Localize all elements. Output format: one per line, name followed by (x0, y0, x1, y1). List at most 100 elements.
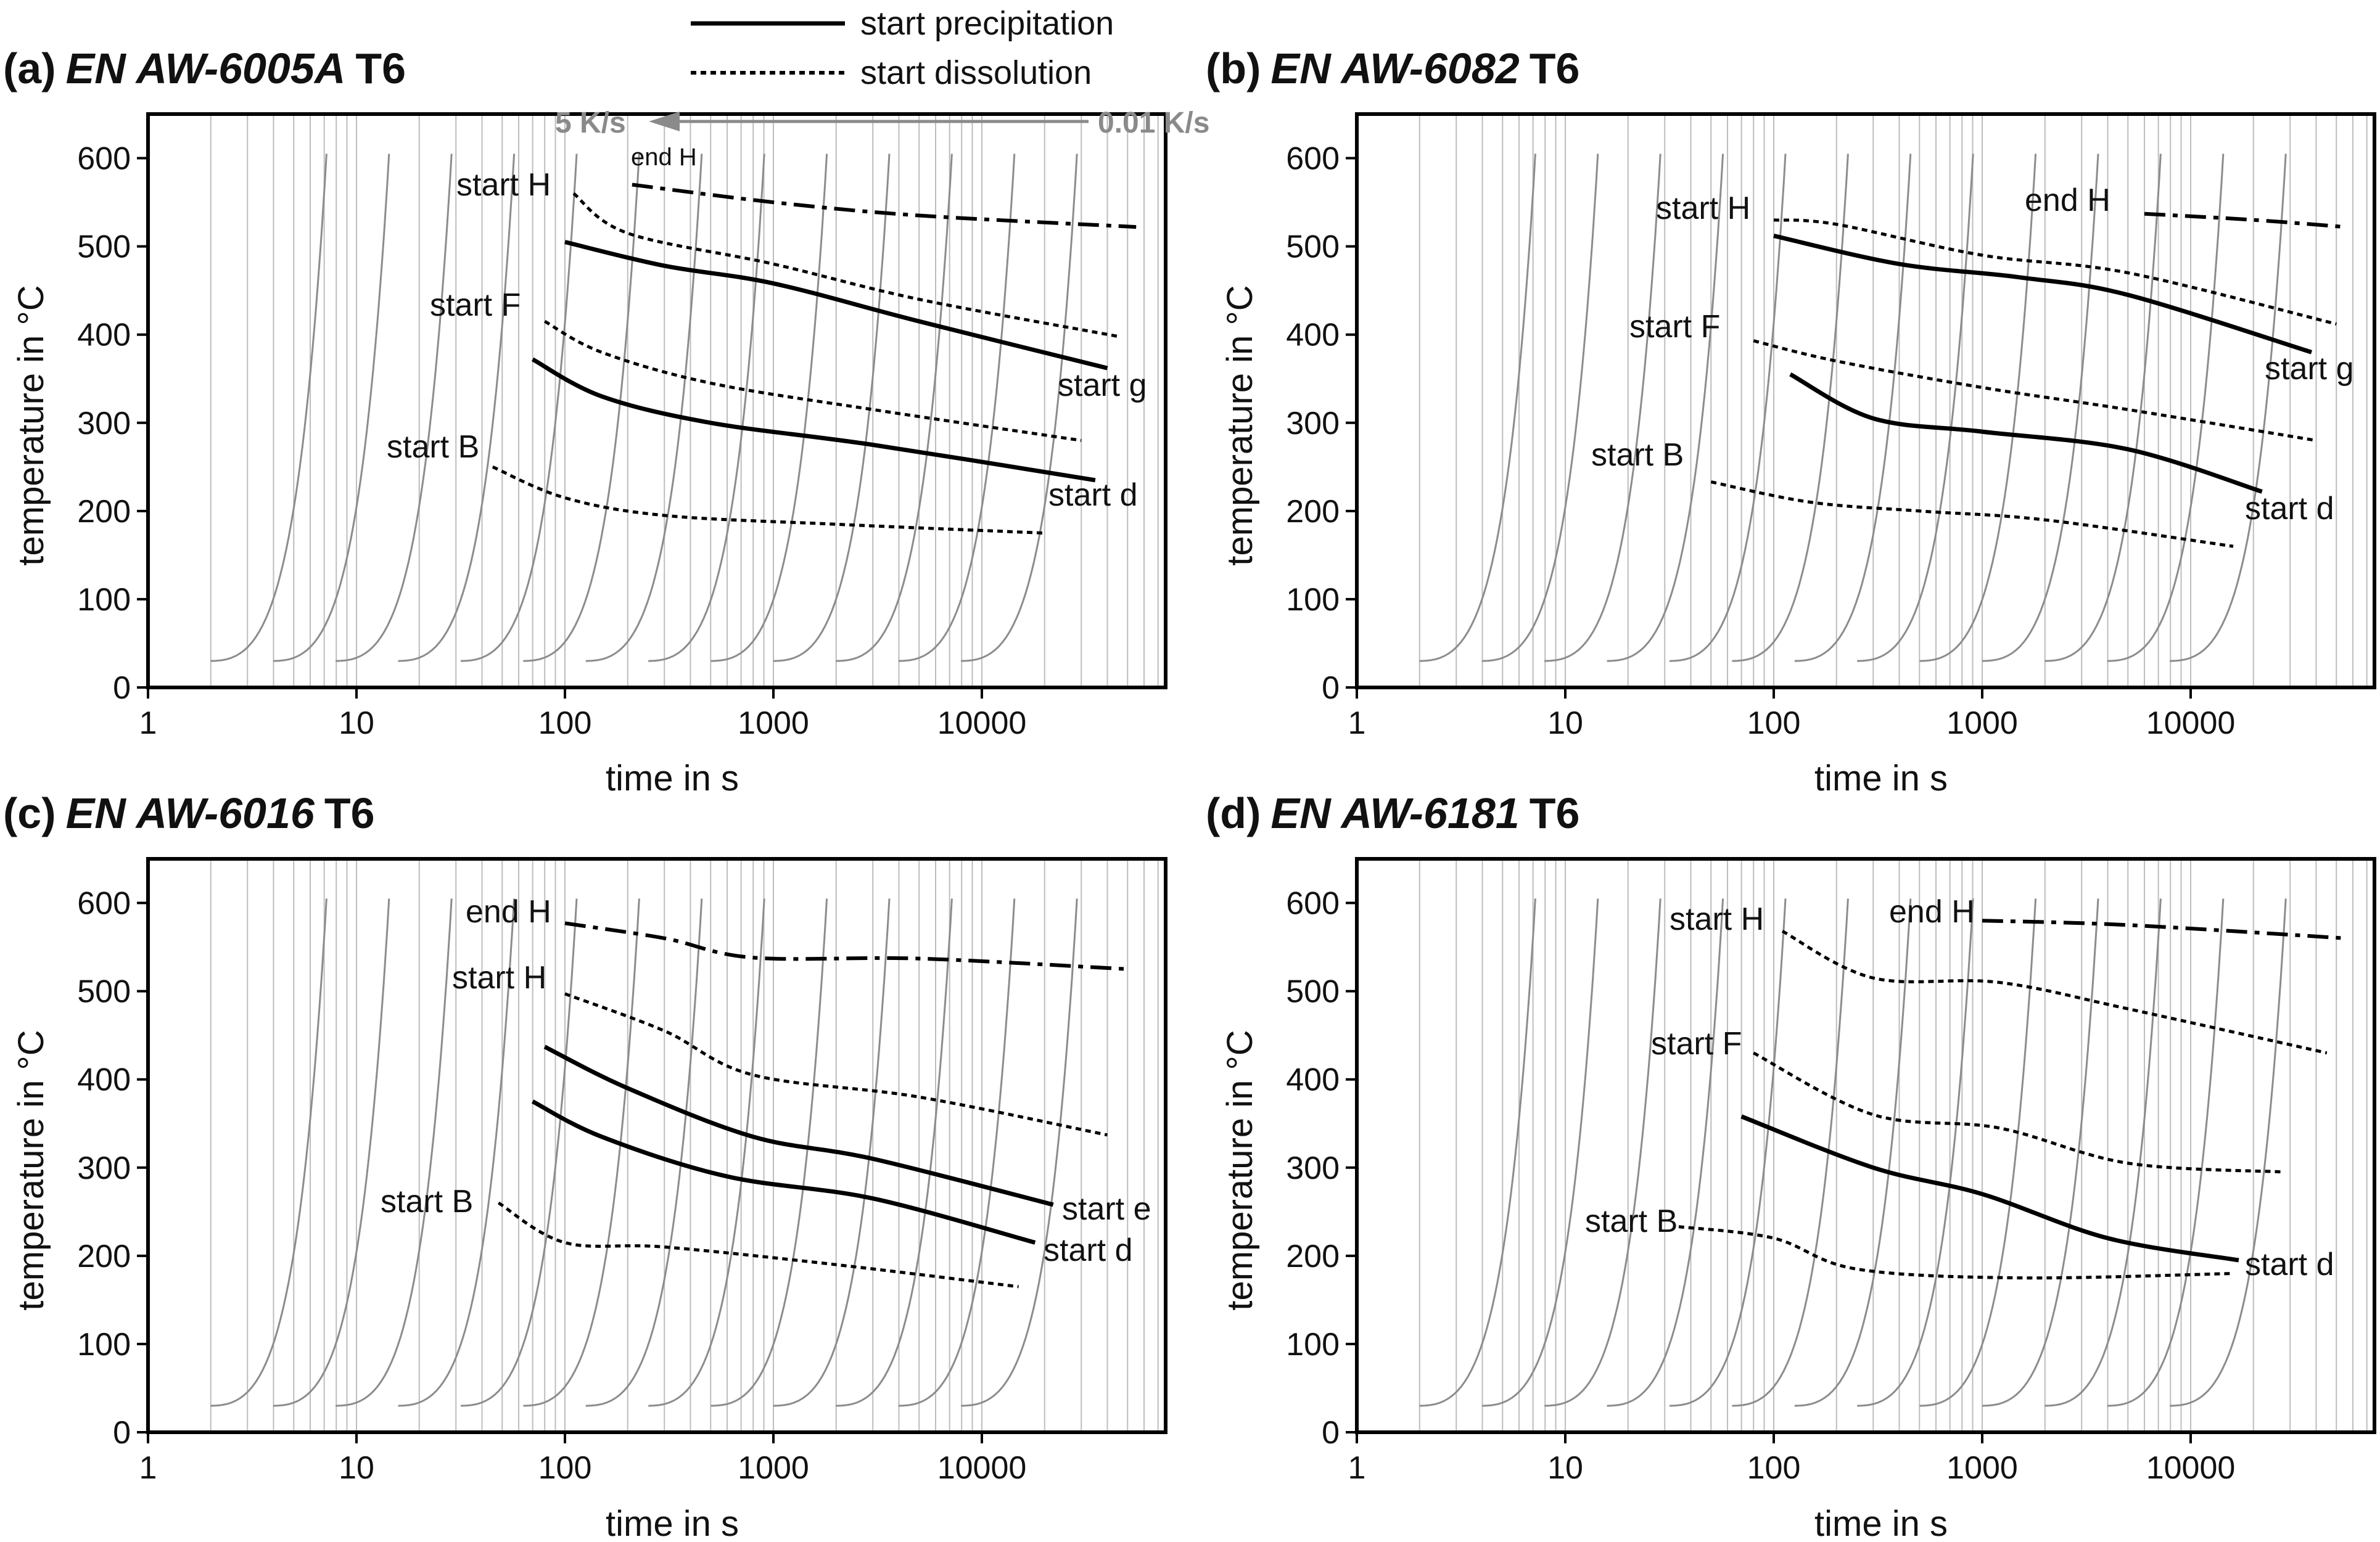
panel-b-alloy: EN AW-6082 (1270, 44, 1519, 92)
y-tick-label: 100 (1286, 1327, 1340, 1363)
panel-b-title: (b) EN AW-6082 T6 (1206, 44, 1579, 92)
plot-c-cooling-lines (210, 898, 1078, 1407)
ann-b-start-d: start d (2245, 491, 2334, 527)
cooling-curve (1607, 154, 1724, 662)
y-tick-label: 500 (77, 974, 131, 1010)
series-start-f (1753, 1051, 2284, 1174)
cooling-curve (2107, 154, 2225, 662)
cooling-curve (398, 154, 516, 662)
x-tick-label: 1 (1348, 705, 1366, 741)
plot-c-series (497, 921, 1128, 1289)
x-tick-label: 100 (538, 705, 592, 741)
cooling-curve (273, 898, 390, 1407)
y-tick-label: 200 (77, 494, 131, 530)
cooling-curve (2170, 154, 2287, 662)
plot-a-series (492, 182, 1137, 535)
plot-a-rate-annotation: 5 K/s 0.01 K/s (555, 107, 1209, 139)
ann-a-start-d: start d (1048, 477, 1138, 513)
legend-label-precipitation: start precipitation (860, 5, 1114, 42)
series-end-h (564, 921, 1128, 971)
y-tick-label: 300 (1286, 406, 1340, 441)
series-start-h (1781, 930, 2328, 1055)
y-tick-label: 0 (113, 1415, 131, 1451)
plot-c-ticks: 1 10 100 1000 10000 0 100 200 300 400 500 600 (77, 886, 1026, 1486)
y-tick-label: 100 (77, 1327, 131, 1363)
panel-d-alloy: EN AW-6181 (1270, 789, 1519, 837)
x-tick-label: 100 (538, 1450, 592, 1486)
panel-d-title: (d) EN AW-6181 T6 (1206, 789, 1579, 837)
cooling-curve (1419, 898, 1536, 1407)
series-start-g (1773, 233, 2313, 355)
cooling-curve (1481, 898, 1599, 1407)
cooling-curve (1607, 898, 1724, 1407)
panel-c: (c) EN AW-6016 T6 1 10 100 1000 10000 0 100 200 30… (3, 789, 1167, 1542)
ann-b-start-f: start F (1629, 309, 1720, 345)
panel-c-alloy: EN AW-6016 (66, 789, 315, 837)
x-tick-label: 10000 (2146, 1450, 2236, 1486)
panel-a: (a) EN AW-6005A T6 1 10 100 1000 10000 0 100 200 3… (3, 44, 1209, 798)
rate-label-fast: 5 K/s (555, 107, 626, 139)
cooling-curve (836, 154, 953, 662)
cooling-curve (210, 154, 327, 662)
x-tick-label: 1000 (738, 1450, 809, 1486)
y-tick-label: 600 (77, 886, 131, 922)
ann-a-start-h: start H (456, 167, 551, 203)
cooling-curve (648, 154, 765, 662)
cooling-curve (2107, 898, 2225, 1407)
series-start-g (564, 240, 1108, 371)
x-tick-label: 10000 (937, 1450, 1027, 1486)
cooling-curve (2044, 154, 2162, 662)
ann-c-start-e: start e (1062, 1191, 1151, 1227)
cooling-curve (460, 154, 578, 662)
series-end-h (2144, 211, 2345, 229)
ann-a-start-f: start F (430, 287, 521, 323)
plot-a-axes (146, 112, 1167, 689)
y-tick-label: 500 (1286, 229, 1340, 265)
cooling-curve (585, 154, 703, 662)
ann-d-start-d: start d (2245, 1247, 2334, 1282)
y-tick-label: 400 (77, 318, 131, 353)
plot-frame (146, 857, 1167, 1434)
plot-a-ticks: 1 10 100 1000 10000 0 100 200 300 400 500 600 (77, 141, 1026, 741)
plot-d-series (1678, 919, 2345, 1280)
plot-a-cooling-lines (210, 154, 1078, 662)
series-start-h (564, 992, 1108, 1137)
legend: start precipitation start dissolution (691, 5, 1114, 91)
plot-d-axes (1355, 857, 2376, 1434)
plot-b-ylabel: temperature in °C (1220, 285, 1260, 565)
panel-d-letter: (d) (1206, 789, 1261, 837)
cooling-curve (710, 898, 828, 1407)
cooling-curve (1794, 154, 1912, 662)
ann-b-start-b: start B (1591, 437, 1684, 473)
plot-c-xlabel: time in s (606, 1504, 739, 1542)
panel-b-letter: (b) (1206, 44, 1261, 92)
rate-arrow-head (649, 112, 680, 131)
plot-c-grid (210, 859, 1159, 1432)
cooling-curve (1857, 898, 1974, 1407)
y-tick-label: 500 (77, 229, 131, 265)
x-tick-label: 10000 (2146, 705, 2236, 741)
x-tick-label: 1 (1348, 1450, 1366, 1486)
ann-d-end-h: end H (1889, 894, 1975, 930)
cooling-curve (336, 154, 453, 662)
cooling-curve (273, 154, 390, 662)
cooling-curve (2044, 898, 2162, 1407)
plot-c-ylabel: temperature in °C (11, 1030, 51, 1310)
x-tick-label: 10 (339, 1450, 374, 1486)
plot-b-series (1710, 211, 2345, 548)
cooling-curve (961, 154, 1078, 662)
plot-d-cooling-lines (1419, 898, 2287, 1407)
series-end-h (632, 182, 1137, 229)
plot-frame (146, 112, 1167, 689)
y-tick-label: 300 (77, 406, 131, 441)
rate-label-slow: 0.01 K/s (1098, 107, 1209, 139)
panel-a-alloy: EN AW-6005A (66, 44, 346, 92)
y-tick-label: 0 (1322, 1415, 1340, 1451)
cooling-curve (1919, 154, 2037, 662)
x-tick-label: 1000 (738, 705, 809, 741)
series-start-e (532, 1099, 1036, 1245)
plot-frame (1355, 112, 2376, 689)
panel-b-temper: T6 (1530, 44, 1580, 92)
y-tick-label: 500 (1286, 974, 1340, 1010)
